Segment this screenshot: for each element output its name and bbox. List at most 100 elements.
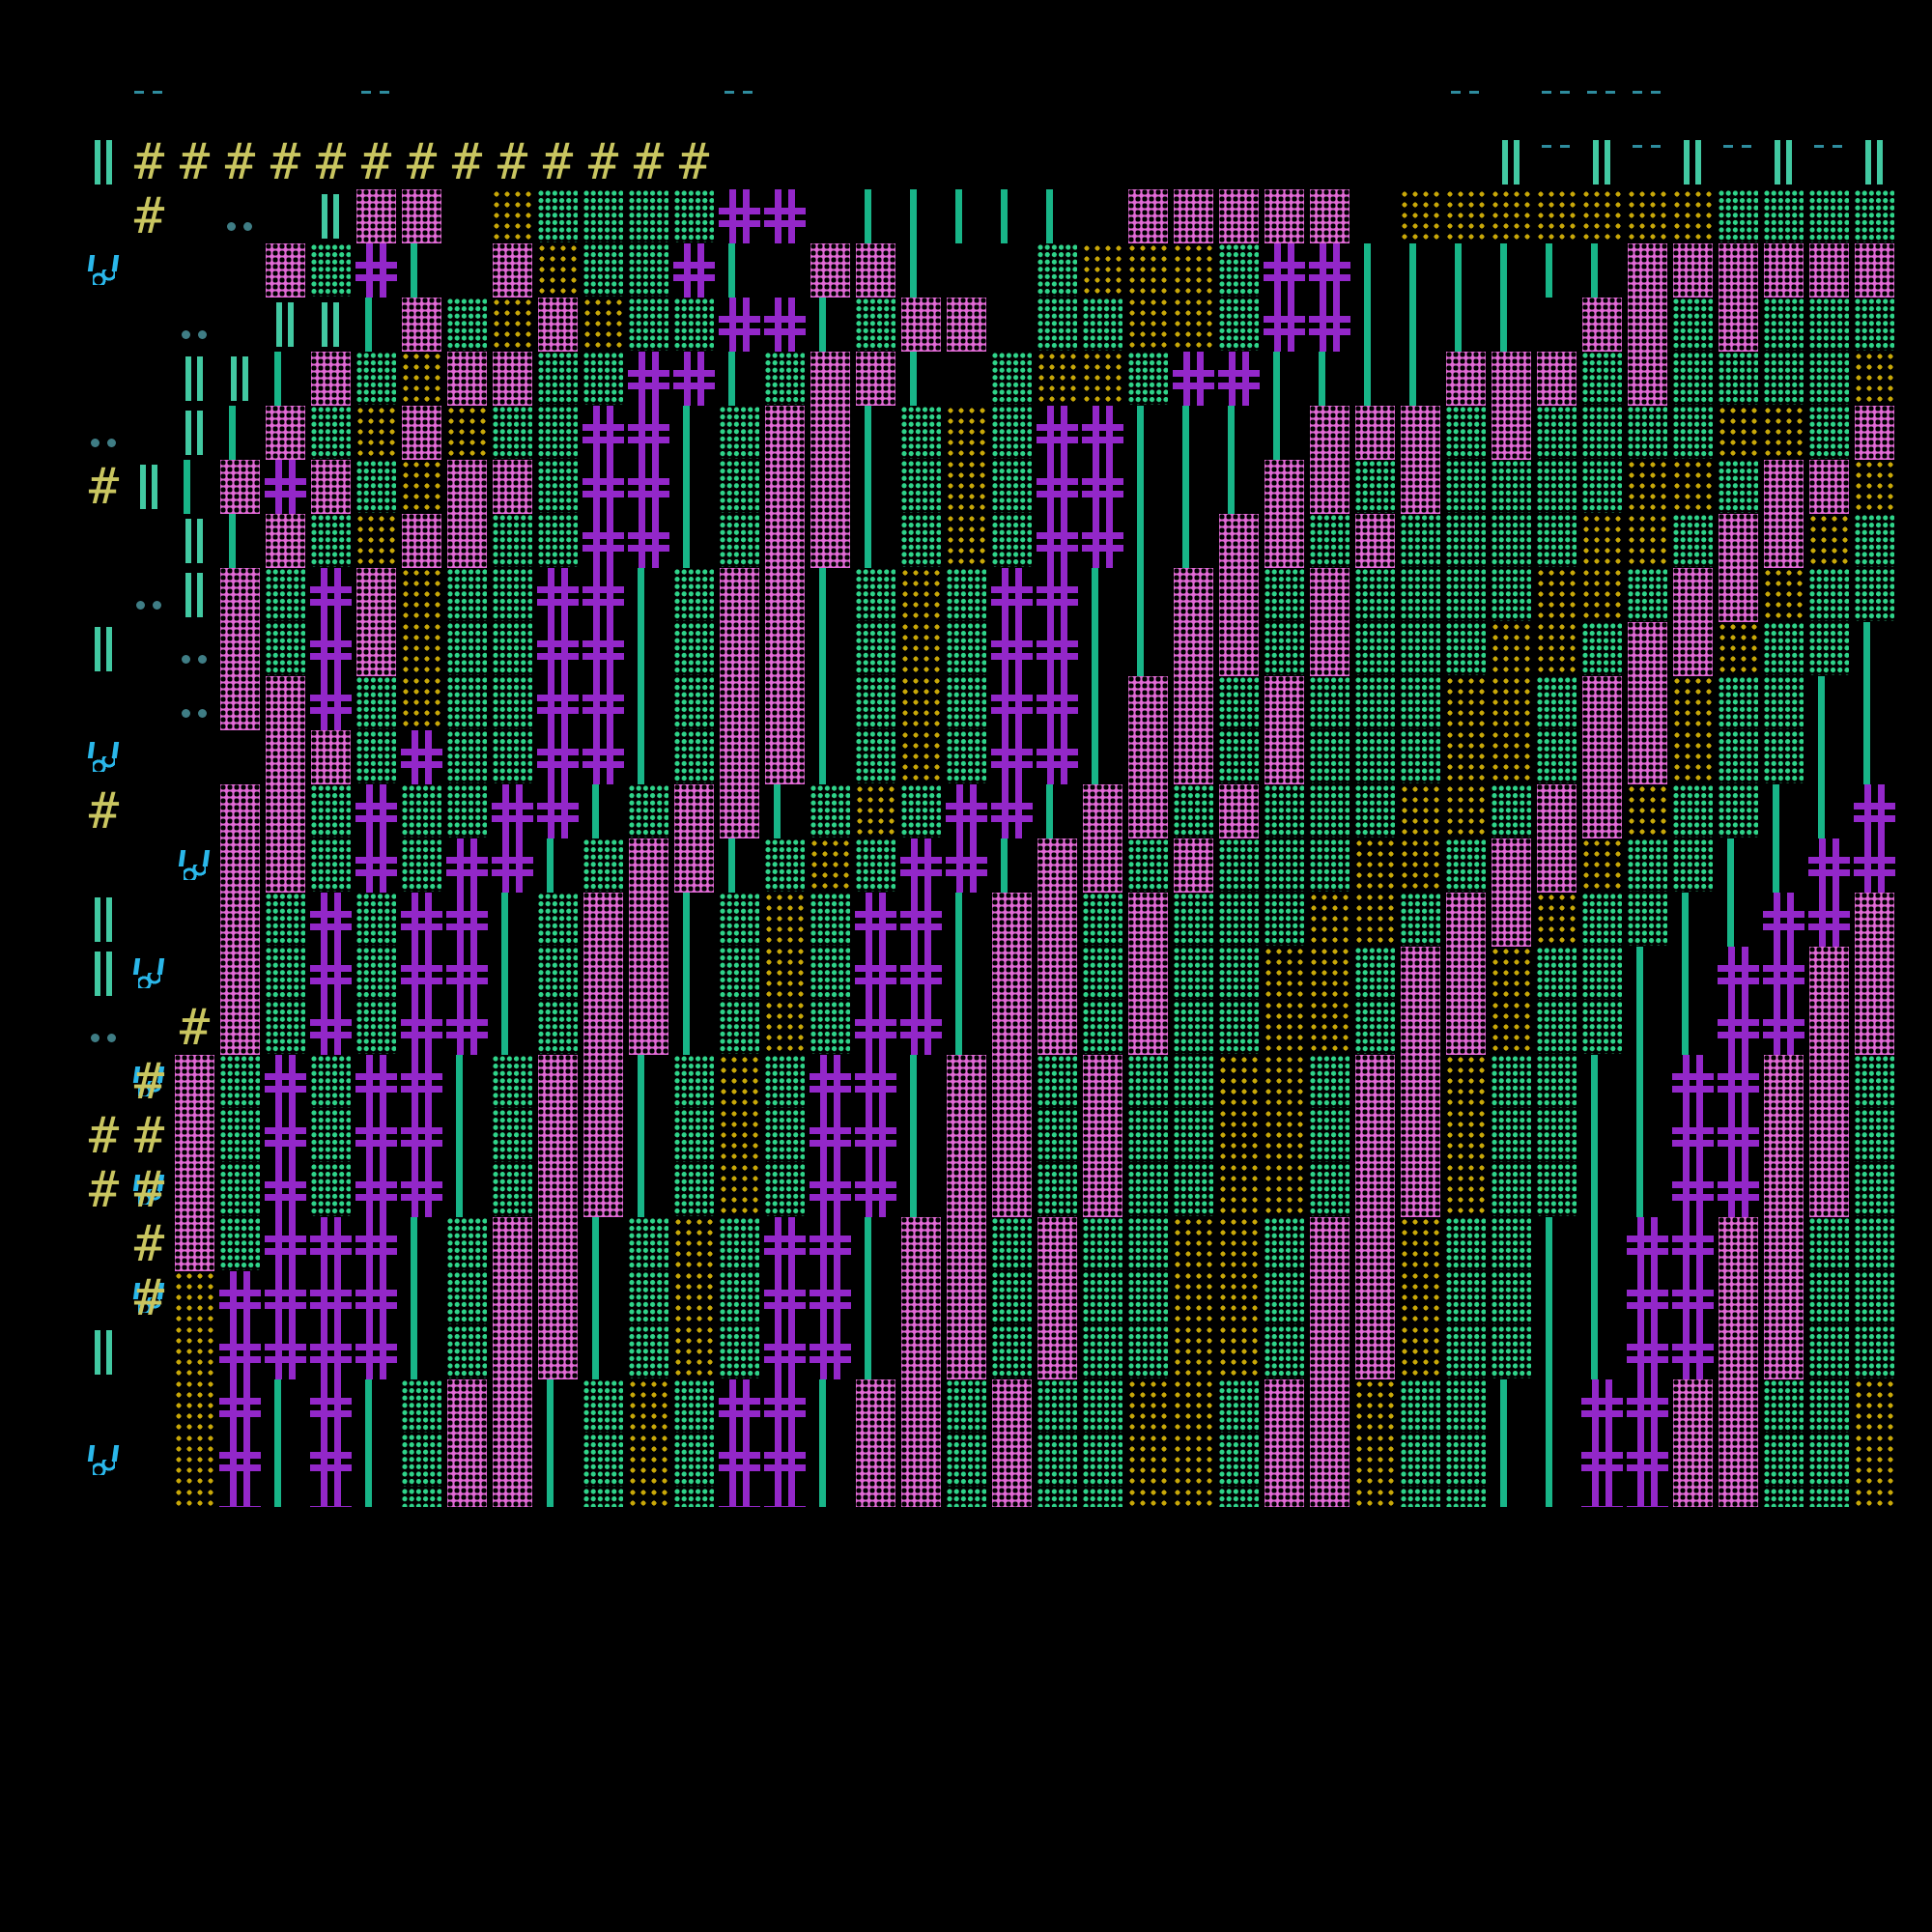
- medium-shade-glyph: [1806, 1434, 1852, 1488]
- cross-glyph: [808, 1109, 853, 1163]
- medium-shade-glyph: [1352, 622, 1398, 676]
- cross-glyph: [944, 784, 989, 838]
- dense-block-glyph: [1262, 189, 1307, 243]
- medium-shade-glyph: [1489, 1055, 1534, 1109]
- medium-shade-glyph: [717, 1001, 762, 1055]
- medium-shade-glyph: [399, 838, 444, 893]
- light-shade-glyph: [1398, 1271, 1443, 1325]
- medium-shade-glyph: [535, 1001, 581, 1055]
- dense-block-glyph: [989, 893, 1035, 947]
- light-shade-glyph: [1443, 1109, 1489, 1163]
- bar-left-glyph: [989, 838, 1035, 893]
- medium-shade-glyph: [1262, 622, 1307, 676]
- light-shade-glyph: [1852, 1488, 1897, 1507]
- dense-block-glyph: [944, 298, 989, 352]
- light-shade-glyph: [1171, 298, 1216, 352]
- cross-glyph: [308, 1434, 354, 1488]
- dense-block-glyph: [1080, 784, 1125, 838]
- dense-block-glyph: [1216, 784, 1262, 838]
- dense-block-glyph: [535, 1271, 581, 1325]
- light-shade-glyph: [1171, 243, 1216, 298]
- dense-block-glyph: [444, 1488, 490, 1507]
- medium-shade-glyph: [1806, 352, 1852, 406]
- dense-block-glyph: [490, 352, 535, 406]
- bar-left-glyph: [626, 730, 671, 784]
- double-dot-glyph: [217, 189, 263, 243]
- medium-shade-glyph: [1080, 1001, 1125, 1055]
- medium-shade-glyph: [1579, 352, 1625, 406]
- light-shade-glyph: [1534, 189, 1579, 243]
- dense-block-glyph: [1035, 947, 1080, 1001]
- light-shade-glyph: [1443, 189, 1489, 243]
- dense-block-glyph: [1489, 352, 1534, 406]
- light-shade-glyph: [354, 514, 399, 568]
- light-shade-glyph: [1398, 1217, 1443, 1271]
- dense-block-glyph: [444, 1379, 490, 1434]
- dense-block-glyph: [399, 514, 444, 568]
- bar-left-glyph: [1579, 1163, 1625, 1217]
- bar-left-glyph: [898, 1163, 944, 1217]
- double-dot-glyph: [172, 622, 217, 676]
- medium-shade-glyph: [1125, 838, 1171, 893]
- cross-glyph: [1625, 1271, 1670, 1325]
- bar-left-glyph: [1534, 243, 1579, 298]
- medium-shade-glyph: [717, 406, 762, 460]
- medium-shade-glyph: [1035, 1109, 1080, 1163]
- bar-left-glyph: [490, 893, 535, 947]
- light-shade-glyph: [354, 406, 399, 460]
- dense-block-glyph: [898, 1217, 944, 1271]
- light-shade-glyph: [1443, 784, 1489, 838]
- cross-glyph: [762, 1488, 808, 1507]
- dense-block-glyph: [1035, 1325, 1080, 1379]
- dense-block-glyph: [717, 784, 762, 838]
- medium-shade-glyph: [444, 1271, 490, 1325]
- tilde-face-glyph: [127, 1055, 172, 1109]
- bar-left-glyph: [444, 1055, 490, 1109]
- medium-shade-glyph: [671, 730, 717, 784]
- dense-block-glyph: [1262, 514, 1307, 568]
- medium-shade-glyph: [1761, 730, 1806, 784]
- medium-shade-glyph: [1489, 460, 1534, 514]
- dense-block-glyph: [1171, 730, 1216, 784]
- bar-left-glyph: [1716, 838, 1761, 893]
- medium-shade-glyph: [1398, 1434, 1443, 1488]
- dense-block-glyph: [1716, 1434, 1761, 1488]
- cross-glyph: [1670, 1271, 1716, 1325]
- dense-block-glyph: [444, 352, 490, 406]
- medium-shade-glyph: [762, 1163, 808, 1217]
- light-shade-glyph: [1489, 676, 1534, 730]
- medium-shade-glyph: [1216, 676, 1262, 730]
- dense-block-glyph: [217, 784, 263, 838]
- dense-block-glyph: [172, 1109, 217, 1163]
- medium-shade-glyph: [1489, 1271, 1534, 1325]
- bar-left-glyph: [444, 1109, 490, 1163]
- dense-block-glyph: [217, 676, 263, 730]
- dense-block-glyph: [1398, 1055, 1443, 1109]
- light-shade-glyph: [1489, 189, 1534, 243]
- medium-shade-glyph: [853, 622, 898, 676]
- medium-shade-glyph: [1262, 1325, 1307, 1379]
- bar-left-glyph: [1125, 568, 1171, 622]
- double-bar-glyph: [81, 1325, 127, 1379]
- cross-glyph: [1035, 622, 1080, 676]
- medium-shade-glyph: [1579, 406, 1625, 460]
- dense-block-glyph: [263, 406, 308, 460]
- medium-shade-glyph: [354, 730, 399, 784]
- dense-block-glyph: [762, 622, 808, 676]
- hash-glyph: #: [88, 1107, 120, 1165]
- medium-shade-glyph: [1443, 568, 1489, 622]
- bar-left-glyph: [671, 1001, 717, 1055]
- bar-left-glyph: [399, 1325, 444, 1379]
- bar-left-glyph: [581, 1325, 626, 1379]
- hash-glyph: #: [406, 133, 438, 191]
- medium-shade-glyph: [1489, 568, 1534, 622]
- medium-shade-glyph: [626, 1325, 671, 1379]
- cross-glyph: [853, 947, 898, 1001]
- dense-block-glyph: [490, 1434, 535, 1488]
- dense-block-glyph: [944, 1055, 989, 1109]
- light-shade-glyph: [1579, 514, 1625, 568]
- bar-left-glyph: [1761, 784, 1806, 838]
- medium-shade-glyph: [308, 514, 354, 568]
- light-shade-glyph: [1171, 1488, 1216, 1507]
- light-shade-glyph: [1579, 838, 1625, 893]
